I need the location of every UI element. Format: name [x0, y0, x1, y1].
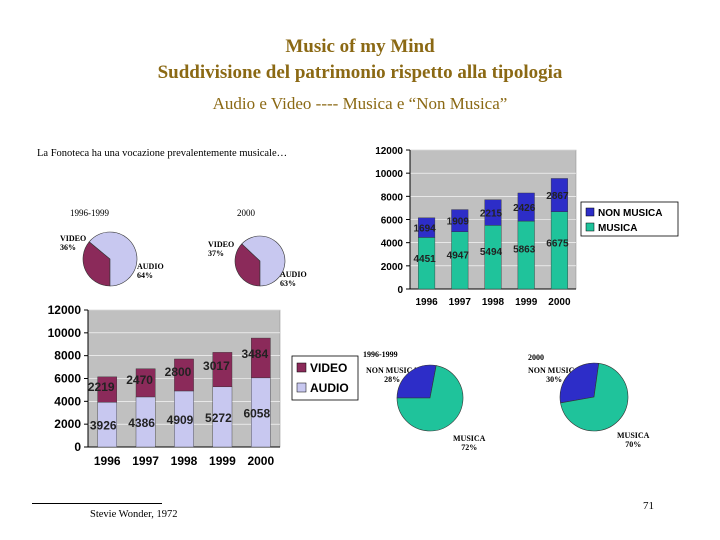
pie1-year-label: 1996-1999 [70, 208, 109, 218]
av-chart-ytick-label: 2000 [54, 417, 81, 431]
page-title: Music of my Mind [285, 36, 435, 57]
mn-legend-swatch-musica [585, 222, 595, 232]
av-chart-data-label: 3926 [90, 419, 117, 433]
pie1-audio-label: AUDIO 64% [137, 262, 164, 280]
mn-chart-xtick-label: 1999 [515, 297, 538, 308]
av-chart-xtick-label: 1999 [209, 454, 236, 468]
av-chart-bar-audio [212, 386, 233, 448]
mn-chart-ytick-label: 0 [397, 285, 403, 296]
mn-chart-bar-non-musica [451, 209, 469, 232]
av-chart-xtick-label: 1997 [132, 454, 159, 468]
mn-chart-ytick-label: 6000 [381, 216, 404, 227]
av-chart-ytick-label: 0 [74, 440, 81, 454]
mn-chart-xtick-label: 1998 [482, 297, 505, 308]
av-legend-label-audio: AUDIO [310, 381, 349, 395]
mn-chart-bar-musica [517, 220, 535, 290]
mn-chart-ytick-label: 12000 [375, 146, 403, 157]
page-heading-line3: Audio e Video ---- Musica e “Non Musica” [212, 94, 508, 113]
av-chart-plot-area [87, 309, 281, 448]
mn-chart-bar-non-musica [418, 217, 436, 238]
mn-chart-data-label: 6675 [546, 239, 569, 250]
mn-chart-bar-musica [550, 211, 568, 290]
mn-chart-bar-musica [451, 231, 469, 290]
mn-chart-data-label: 5863 [513, 244, 536, 255]
mn-chart-bar-musica [484, 225, 502, 290]
mn-legend-label-nonmusica: NON MUSICA [598, 208, 662, 219]
footnote-divider [32, 503, 162, 504]
av-chart-bar-video [97, 376, 117, 403]
av-chart-data-label: 4909 [167, 413, 194, 427]
av-chart-data-label: 2470 [126, 373, 153, 387]
mn-chart-ytick-label: 8000 [381, 192, 404, 203]
av-chart-bar-video [135, 368, 156, 398]
intro-text: La Fonoteca ha una vocazione prevalentem… [37, 148, 288, 159]
av-chart-data-label: 2219 [88, 380, 115, 394]
av-chart-ytick-label: 8000 [54, 349, 81, 363]
mn-chart-data-label: 4947 [447, 251, 470, 262]
av-legend-swatch-audio [296, 382, 307, 393]
pie1-video-label: VIDEO 36% [60, 234, 87, 252]
av-legend-box [291, 355, 359, 401]
mn-chart-data-label: 2426 [513, 203, 536, 214]
av-chart-bar-video [250, 337, 271, 379]
mn-chart-plot-area [409, 149, 577, 290]
footnote: Stevie Wonder, 1972 [90, 509, 178, 520]
pie3-year-label: 1996-1999 [363, 350, 398, 359]
mn-chart-ytick-label: 2000 [381, 262, 404, 273]
pie1-slice-video [82, 241, 111, 287]
av-chart-bar-audio [135, 396, 156, 448]
pie4-year-label: 2000 [528, 353, 544, 362]
av-chart-data-label: 3017 [203, 359, 230, 373]
av-chart-bar-audio [174, 390, 194, 448]
mn-chart-xtick-label: 1997 [449, 297, 472, 308]
mn-chart-xtick-label: 2000 [548, 297, 571, 308]
pie4-musica-label: MUSICA 70% [617, 431, 650, 449]
mn-chart-data-label: 2867 [546, 191, 569, 202]
pie2-slice-video [234, 243, 261, 287]
av-chart-data-label: 6058 [243, 406, 270, 420]
mn-chart-ytick-label: 4000 [381, 239, 404, 250]
av-legend-label-video: VIDEO [310, 361, 347, 375]
mn-chart-data-label: 1909 [447, 217, 470, 228]
av-chart-data-label: 3484 [241, 347, 268, 361]
av-chart-data-label: 2800 [165, 365, 192, 379]
av-chart-data-label: 5272 [205, 411, 232, 425]
mn-chart-data-label: 2215 [480, 209, 503, 220]
mn-legend-label-musica: MUSICA [598, 223, 637, 234]
mn-legend-box [580, 201, 679, 237]
mn-legend-swatch-nonmusica [585, 207, 595, 217]
mn-chart-bar-non-musica [484, 199, 502, 226]
pie2-year-label: 2000 [237, 208, 255, 218]
mn-chart-xtick-label: 1996 [415, 297, 438, 308]
av-chart-bar-audio [250, 377, 271, 448]
mn-chart-data-label: 4451 [413, 254, 436, 265]
av-legend-swatch-video [296, 362, 307, 373]
mn-chart-data-label: 1694 [413, 224, 436, 235]
av-chart-ytick-label: 4000 [54, 394, 81, 408]
mn-chart-bar-musica [418, 237, 436, 290]
mn-chart-bar-non-musica [550, 178, 568, 212]
pie4-nonmusica-label: NON MUSICA 30% [528, 366, 581, 384]
pie3-nonmusica-label: NON MUSICA 28% [366, 366, 419, 384]
mn-chart-ytick-label: 10000 [375, 169, 403, 180]
mn-chart-data-label: 5494 [480, 247, 503, 258]
page-number: 71 [643, 500, 654, 512]
av-chart-xtick-label: 1996 [94, 454, 121, 468]
av-chart-data-label: 4386 [128, 416, 155, 430]
pie3-musica-label: MUSICA 72% [453, 434, 486, 452]
pie2-video-label: VIDEO 37% [208, 240, 235, 258]
av-chart-ytick-label: 12000 [48, 303, 82, 317]
av-chart-bar-audio [97, 401, 117, 448]
page-subtitle: Suddivisione del patrimonio rispetto all… [157, 62, 563, 83]
av-chart-ytick-label: 6000 [54, 372, 81, 386]
pie2-slice-audio [241, 235, 286, 287]
av-chart-bar-video [212, 352, 233, 388]
mn-chart-bar-non-musica [517, 192, 535, 222]
pie1-slice-audio [88, 231, 138, 287]
av-chart-xtick-label: 1998 [171, 454, 198, 468]
av-chart-xtick-label: 2000 [247, 454, 274, 468]
av-chart-bar-video [174, 358, 194, 392]
av-chart-ytick-label: 10000 [48, 326, 82, 340]
pie2-audio-label: AUDIO 63% [280, 270, 307, 288]
